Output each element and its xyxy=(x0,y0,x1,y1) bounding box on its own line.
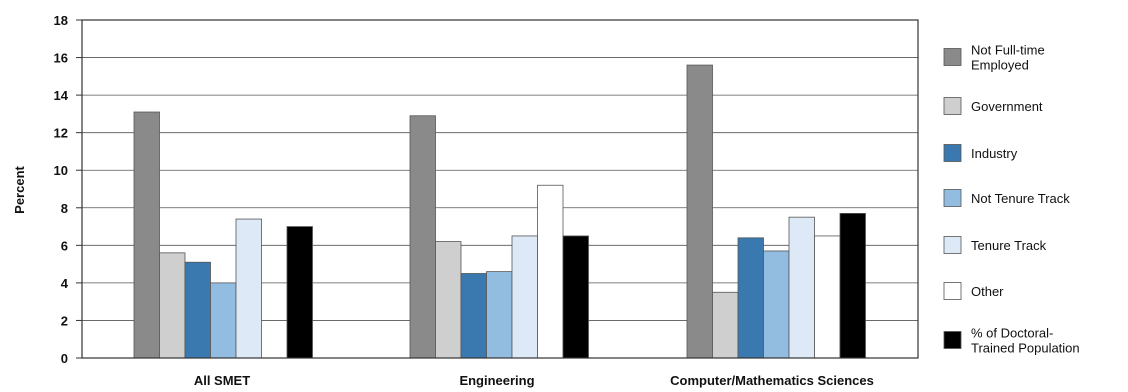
legend-label-line: Government xyxy=(971,99,1043,114)
bar xyxy=(562,235,589,359)
y-tick-label: 18 xyxy=(54,13,68,28)
legend-label-line: Employed xyxy=(971,58,1029,73)
bar xyxy=(763,250,790,359)
legend-label-line: Tenure Track xyxy=(971,238,1047,253)
y-tick-label: 12 xyxy=(54,126,68,141)
bar xyxy=(814,235,841,359)
bar xyxy=(511,235,538,359)
legend-label-line: Not Tenure Track xyxy=(971,191,1070,206)
bar xyxy=(435,241,462,359)
y-axis-ticks: 0 2 4 6 8 10 12 14 16 18 xyxy=(54,13,82,366)
y-tick-label: 16 xyxy=(54,51,68,66)
legend-swatch xyxy=(943,331,962,349)
legend-label: % of Doctoral-Trained Population xyxy=(971,326,1080,356)
bar xyxy=(286,226,313,359)
legend-label: Tenure Track xyxy=(971,238,1047,253)
bar xyxy=(737,237,764,359)
legend-label-line: Trained Population xyxy=(971,341,1080,356)
bar xyxy=(839,213,866,359)
bar xyxy=(235,218,262,359)
legend-swatch xyxy=(943,189,962,207)
plot-area-frame xyxy=(81,19,919,359)
bar xyxy=(788,216,815,359)
bar xyxy=(133,111,160,359)
legend-label: Government xyxy=(971,99,1043,114)
bars xyxy=(133,64,866,359)
y-tick-label: 6 xyxy=(61,238,68,253)
category-label: Computer/Mathematics Sciences xyxy=(670,373,874,388)
legend-label: Not Tenure Track xyxy=(971,191,1070,206)
legend-swatch xyxy=(943,97,962,115)
legend-swatch xyxy=(943,282,962,300)
legend-label: Not Full-time Employed xyxy=(971,43,1045,73)
category-labels: All SMET Engineering Computer/Mathematics … xyxy=(194,373,874,388)
bar xyxy=(537,184,564,359)
legend-label-line: Industry xyxy=(971,146,1018,161)
legend-swatch xyxy=(943,236,962,254)
legend-label-line: Not Full-time xyxy=(971,43,1045,58)
y-tick-label: 4 xyxy=(61,276,69,291)
category-label: Engineering xyxy=(459,373,534,388)
bar xyxy=(210,282,237,359)
legend-swatch xyxy=(943,48,962,66)
bar xyxy=(184,261,211,359)
bar xyxy=(159,252,186,359)
bar xyxy=(686,64,713,359)
y-axis-label: Percent xyxy=(12,165,27,213)
y-tick-label: 14 xyxy=(54,88,69,103)
bar xyxy=(486,271,513,359)
y-tick-label: 8 xyxy=(61,201,68,216)
y-tick-label: 2 xyxy=(61,313,68,328)
legend-label-line: % of Doctoral- xyxy=(971,326,1053,341)
legend: Not Full-time Employed Government Industry N… xyxy=(943,43,1080,356)
bar xyxy=(409,115,436,359)
bar xyxy=(460,273,487,359)
y-tick-label: 0 xyxy=(61,351,68,366)
legend-swatch xyxy=(943,144,962,162)
legend-label: Other xyxy=(971,284,1004,299)
legend-label: Industry xyxy=(971,146,1018,161)
legend-label-line: Other xyxy=(971,284,1004,299)
bar xyxy=(712,291,739,359)
y-tick-label: 10 xyxy=(54,163,68,178)
category-label: All SMET xyxy=(194,373,250,388)
